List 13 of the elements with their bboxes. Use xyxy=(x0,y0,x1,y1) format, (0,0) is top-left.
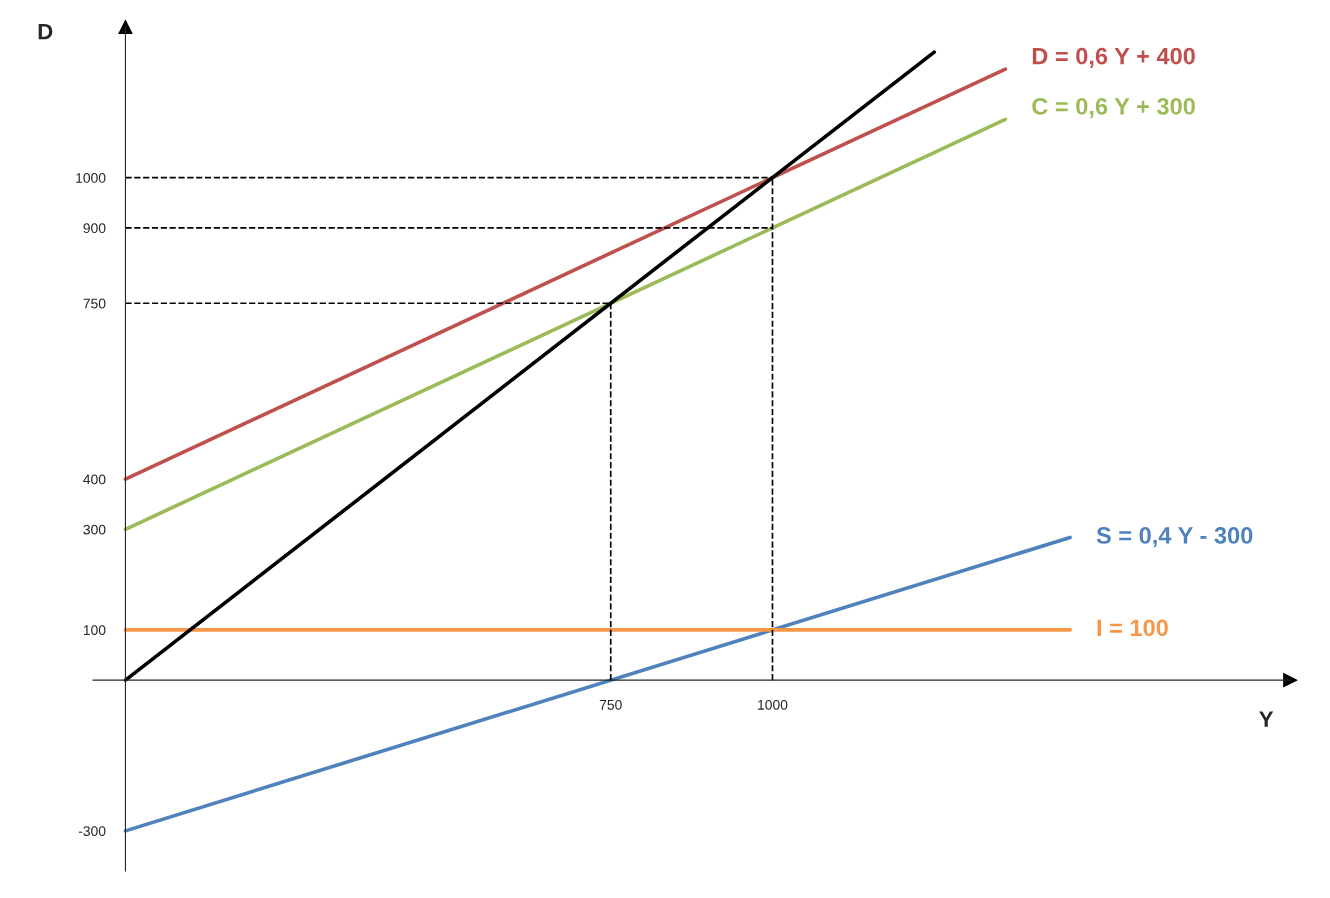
y-tick-label: 750 xyxy=(83,298,106,309)
y-tick-label: -300 xyxy=(78,826,106,837)
y-tick-label: 900 xyxy=(83,223,106,234)
series-label: S = 0,4 Y - 300 xyxy=(1096,527,1253,548)
y-tick-label: 300 xyxy=(83,524,106,535)
y-tick-label: 100 xyxy=(83,625,106,636)
series-label: I = 100 xyxy=(1097,619,1168,637)
y-tick-label: 1000 xyxy=(76,173,106,183)
series-label: C = 0,6 Y + 300 xyxy=(1032,98,1195,119)
series-label: D = 0,6 Y + 400 xyxy=(1032,47,1195,68)
x-axis-title: Y xyxy=(1259,711,1274,727)
y-axis-title: D xyxy=(38,23,53,40)
y-tick-label: 400 xyxy=(83,474,106,485)
